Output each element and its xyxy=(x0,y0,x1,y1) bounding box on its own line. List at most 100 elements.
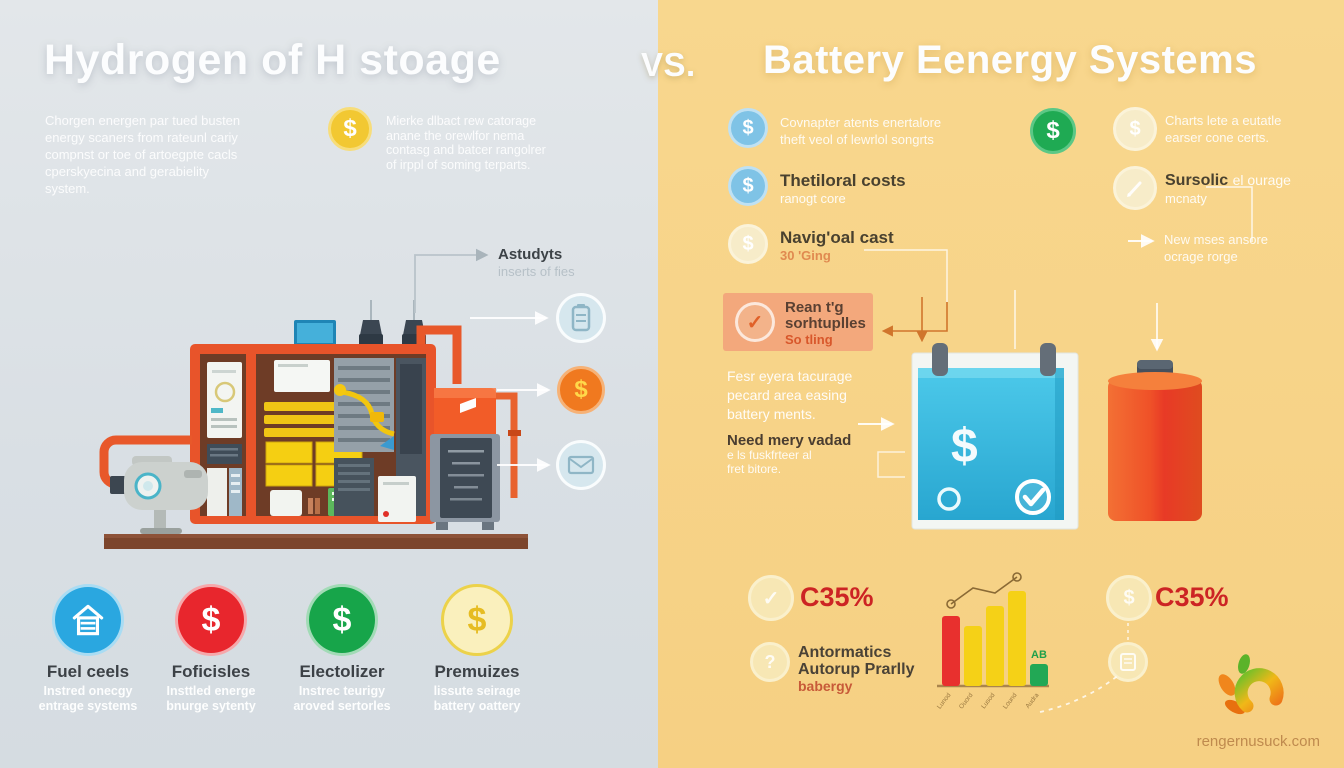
house-icon xyxy=(72,604,104,636)
stat3-value: C35% xyxy=(1155,582,1229,612)
note-line: New mses ansore xyxy=(1164,232,1269,247)
tank-dollar-glyph: $ xyxy=(951,420,978,473)
legend-sub: battery oattery xyxy=(433,699,521,713)
check-glyph: ✓ xyxy=(746,311,764,334)
check-badge: ✓ xyxy=(735,302,775,342)
dollar-icon: $ xyxy=(328,107,372,151)
chart-trend-line xyxy=(950,576,1018,605)
legend-label: Premuizes xyxy=(434,662,520,681)
dollar-glyph: $ xyxy=(1123,586,1135,609)
chart-annotation: AB xyxy=(1031,649,1047,661)
battery-tank-illustration: $ xyxy=(911,343,1079,530)
pen-icon xyxy=(1127,181,1142,197)
intro-line: cperskyecina and gerabielity xyxy=(45,164,210,179)
dollar-glyph: $ xyxy=(742,174,754,197)
dollar-badge: $ xyxy=(557,366,605,414)
dollar-badge: $ xyxy=(1030,108,1076,154)
thumb-badge: ✓ xyxy=(748,575,794,621)
chart-bar xyxy=(964,626,982,686)
pen-badge xyxy=(1113,166,1157,210)
title-battery: Battery Eenergy Systems xyxy=(763,38,1257,82)
legend-label: Foficisles xyxy=(171,662,251,681)
battery-item1-text: Covnapter atents enertalore theft veol o… xyxy=(780,114,941,148)
legend-label: Fuel ceels xyxy=(46,662,130,681)
question-glyph: ? xyxy=(764,651,776,672)
document-icon xyxy=(1120,653,1136,671)
dollar-badge: $ xyxy=(1106,575,1152,621)
item-line: Covnapter atents enertalore xyxy=(780,115,942,130)
item-line: pecard area easing xyxy=(727,387,847,403)
dollar-badge: $ xyxy=(728,224,768,264)
intro-line: system. xyxy=(45,181,90,196)
watermark: rengernusuck.com xyxy=(1196,733,1320,750)
item-line: battery ments. xyxy=(727,406,816,422)
money-line: contasg and batcer rangolrer xyxy=(386,143,546,157)
fuel-cells-badge xyxy=(52,584,124,656)
legend-label: Electolizer xyxy=(299,662,385,681)
dollar-glyph: $ xyxy=(332,600,352,639)
item4-sub: So tling xyxy=(785,332,833,347)
clip-icon xyxy=(1040,343,1056,376)
dollar-glyph: $ xyxy=(1129,117,1141,140)
top3-title-row: Sursolic el ourage xyxy=(1165,172,1291,190)
item-line: Fesr eyera tacurage xyxy=(727,368,853,384)
brand-logo xyxy=(1218,654,1284,715)
stat1-value: C35% xyxy=(800,582,874,612)
machine-label-title: Astudyts xyxy=(498,246,563,263)
check-glyph: ✓ xyxy=(762,587,780,610)
plug-icon xyxy=(360,320,382,335)
dollar-badge: $ xyxy=(441,584,513,656)
machine-label-subtitle: inserts of fies xyxy=(498,264,575,279)
hydrogen-intro-text: Chorgen energen par tued busten energy s… xyxy=(45,112,240,197)
money-line: anane the orewlfor nema xyxy=(386,128,525,143)
clip-icon xyxy=(932,343,948,376)
battery-icon xyxy=(571,304,591,332)
chart-tick-label: Ouord xyxy=(958,692,975,711)
money-line: Mierke dlbact rew catorage xyxy=(386,114,537,128)
chart-bar xyxy=(942,616,960,686)
item4-line2: sorhtuplles xyxy=(785,315,866,332)
top3-title: Sursolic xyxy=(1165,172,1229,189)
chart-line-marker xyxy=(946,599,956,609)
dollar-badge: $ xyxy=(728,108,768,148)
document-badge xyxy=(1108,642,1148,682)
battery-item5-text: Fesr eyera tacurage pecard area easing b… xyxy=(727,367,852,424)
question-badge: ? xyxy=(750,642,790,682)
top3-after: el ourage xyxy=(1232,172,1291,188)
legend-sub: bnurge sytenty xyxy=(166,699,256,713)
legend-sub: Instred onecgy xyxy=(43,684,133,698)
chart-bar xyxy=(1030,664,1048,686)
dollar-glyph: $ xyxy=(742,116,754,139)
dollar-badge: $ xyxy=(175,584,247,656)
stat2-line1: Antormatics xyxy=(798,644,892,661)
battery-badge xyxy=(556,293,606,343)
vs-label: VS. xyxy=(641,46,696,83)
item-line: Charts lete a eutatle xyxy=(1165,113,1282,128)
stat2-line2: Autorup Prarlly xyxy=(798,661,915,678)
dollar-glyph: $ xyxy=(1046,117,1060,144)
chart-bar xyxy=(1008,591,1026,686)
item6-ghost2: fret bitore. xyxy=(727,462,782,476)
dollar-badge: $ xyxy=(1113,107,1157,151)
stat2-line3: babergy xyxy=(798,678,853,694)
dollar-badge: $ xyxy=(728,166,768,206)
legend-sub: aroved sertorles xyxy=(293,699,391,713)
chart-tick-label: Audra xyxy=(1024,692,1040,710)
legend-sub: lissute seirage xyxy=(433,684,521,698)
battery-cylinder-illustration xyxy=(1108,360,1202,521)
item3-title: Navig'oal cast xyxy=(780,228,894,247)
item6-ghost1: e ls fuskfrteer al xyxy=(727,448,812,462)
item3-sub: 30 'Ging xyxy=(780,248,831,263)
item2-title: Thetiloral costs xyxy=(780,171,906,190)
top3-sub: mcnaty xyxy=(1165,191,1207,206)
envelope-icon xyxy=(567,455,595,475)
legend-sub: Insttled energe xyxy=(166,684,256,698)
intro-line: Chorgen energen par tued busten xyxy=(45,113,241,128)
check-circle-icon xyxy=(1015,479,1051,515)
note-line: ocrage rorge xyxy=(1164,249,1238,264)
top4-note: New mses ansore ocrage rorge xyxy=(1164,231,1268,265)
mini-bar-chart: Lunod Ouord Lusod Lound Audra AB xyxy=(936,572,1049,711)
item6-title: Need mery vadad xyxy=(727,432,852,449)
chart-line-marker xyxy=(1012,572,1022,582)
